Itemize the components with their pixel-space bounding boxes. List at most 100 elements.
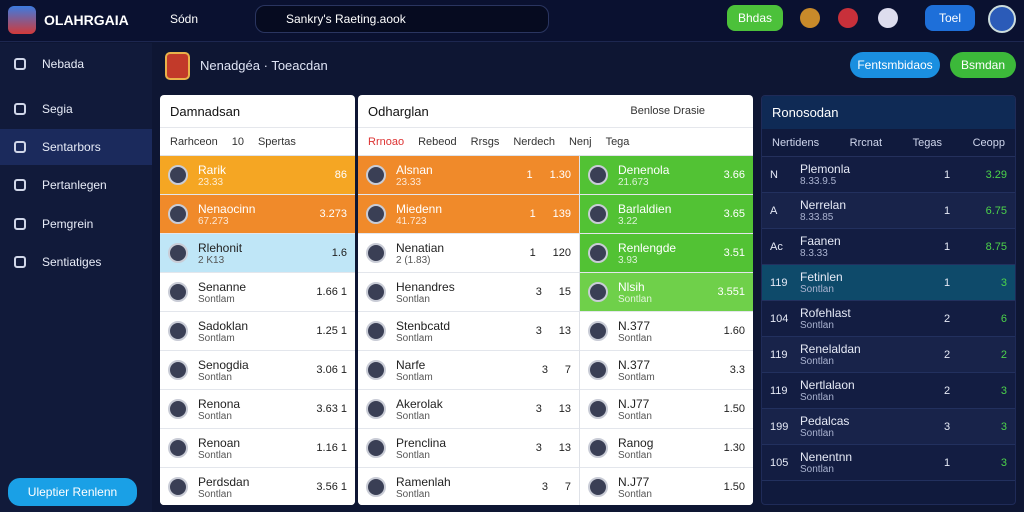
rank: 119 [770, 384, 788, 397]
score: 1.60 [723, 325, 745, 337]
team-sub: 2 K13 [198, 254, 225, 266]
list-row[interactable]: Nenaocinn 67.273 3.273 [160, 195, 355, 234]
sidebar-item[interactable]: Pertanlegen [0, 167, 152, 203]
icon [14, 141, 26, 153]
team-sub: Sontlan [396, 449, 430, 461]
list-row[interactable]: 119 Nertlalaon Sontlan 2 3 [762, 373, 1015, 409]
sidebar-header: Nebada [0, 46, 152, 82]
list-row[interactable]: Akerolak Sontlan 3 13 [358, 390, 579, 429]
list-row[interactable]: 119 Renelaldan Sontlan 2 2 [762, 337, 1015, 373]
list-row[interactable]: 199 Pedalcas Sontlan 3 3 [762, 409, 1015, 445]
name-block: N.377 Sontlan [618, 319, 724, 344]
list-row[interactable]: Ranog Sontlan 1.30 [580, 429, 753, 468]
list-row[interactable]: Prenclina Sontlan 3 13 [358, 429, 579, 468]
list-row[interactable]: Ac Faanen 8.3.33 1 8.75 [762, 229, 1015, 265]
list-row[interactable]: N.J77 Sontlan 1.50 [580, 468, 753, 505]
avatar[interactable] [988, 5, 1016, 33]
list-row[interactable]: Renona Sontlan 3.63 1 [160, 390, 355, 429]
team-name: Fetinlen [800, 270, 843, 284]
score: 86 [334, 169, 347, 181]
list-row[interactable]: Renoan Sontlan 1.16 1 [160, 429, 355, 468]
left-column: Alsnan 23.33 1 1.30 Miedenn 41.723 1 139 Nenatia… [358, 156, 580, 505]
list-row[interactable]: Nlsih Sontlan 3.551 [580, 273, 753, 312]
team-name: Renelaldan [800, 342, 861, 356]
team-sub: Sontlan [198, 410, 232, 422]
icon[interactable] [878, 8, 898, 28]
score: 139 [552, 208, 571, 220]
tab[interactable]: 10 [231, 135, 244, 148]
list-row[interactable]: Rarik 23.33 86 [160, 156, 355, 195]
btn-secondary[interactable]: Bsmdan [950, 52, 1016, 78]
list-row[interactable]: Renlengde 3.93 3.51 [580, 234, 753, 273]
list-row[interactable]: Senogdia Sontlan 3.06 1 [160, 351, 355, 390]
list-row[interactable]: Ramenlah Sontlan 3 7 [358, 468, 579, 505]
score: 3.63 1 [316, 403, 347, 415]
list-row[interactable]: N Plemonla 8.33.9.5 1 3.29 [762, 157, 1015, 193]
icon[interactable] [838, 8, 858, 28]
btn-green[interactable]: Bhdas [727, 5, 783, 31]
btn-blue[interactable]: Toel [925, 5, 975, 31]
team-name: N.J77 [618, 396, 650, 411]
team-sub: Sontlan [618, 488, 652, 500]
team-icon [366, 477, 386, 497]
page-title: Nenadgéa · Toeacdan [200, 58, 328, 73]
name-block: Senanne Sontlam [198, 280, 316, 305]
score: 3.51 [723, 247, 745, 259]
tab[interactable]: Spertas [257, 135, 296, 148]
name-block: Miedenn 41.723 [396, 202, 513, 227]
list-row[interactable]: Senanne Sontlam 1.66 1 [160, 273, 355, 312]
name-block: Prenclina Sontlan [396, 436, 519, 461]
brand: OLAHRGAIA [44, 12, 129, 28]
sidebar-item[interactable]: Sentiatiges [0, 244, 152, 280]
list-row[interactable]: A Nerrelan 8.33.85 1 6.75 [762, 193, 1015, 229]
list-row[interactable]: 104 Rofehlast Sontlan 2 6 [762, 301, 1015, 337]
score: 3.3 [729, 364, 745, 376]
count: 1 [529, 247, 536, 259]
team-sub: Sontlam [396, 332, 433, 344]
team-sub: Sontlan [198, 488, 232, 500]
list-row[interactable]: Narfe Sontlam 3 7 [358, 351, 579, 390]
list-row[interactable]: Denenola 21.673 3.66 [580, 156, 753, 195]
sidebar-item[interactable]: Pemgrein [0, 206, 152, 242]
tab[interactable]: Rrsgs [470, 135, 500, 148]
list-row[interactable]: 119 Fetinlen Sontlan 1 3 [762, 265, 1015, 301]
tab[interactable]: Nerdech [513, 135, 555, 148]
team-name: Nertlalaon [800, 378, 855, 392]
tab[interactable]: Rrnoao [368, 135, 405, 148]
rank: 104 [770, 312, 789, 325]
team-sub: Sontlan [396, 488, 430, 500]
list-row[interactable]: N.J77 Sontlan 1.50 [580, 390, 753, 429]
list-row[interactable]: Alsnan 23.33 1 1.30 [358, 156, 579, 195]
sidebar-item[interactable]: Sentarbors [0, 129, 152, 165]
tab[interactable]: Rarhceon [170, 135, 218, 148]
list-row[interactable]: Stenbcatd Sontlam 3 13 [358, 312, 579, 351]
cta-button[interactable]: Uleptier Renlenn [8, 478, 137, 506]
score: 3.29 [985, 168, 1007, 181]
team-sub: Sontlam [396, 371, 433, 383]
list-row[interactable]: Barlaldien 3.22 3.65 [580, 195, 753, 234]
list-row[interactable]: Rlehonit 2 K13 1.6 [160, 234, 355, 273]
list-row[interactable]: Sadoklan Sontlam 1.25 1 [160, 312, 355, 351]
list-row[interactable]: N.377 Sontlam 3.3 [580, 351, 753, 390]
btn-primary[interactable]: Fentsmbidaos [850, 52, 940, 78]
list-row[interactable]: Miedenn 41.723 1 139 [358, 195, 579, 234]
score: 13 [558, 442, 571, 454]
icon [14, 256, 26, 268]
team-sub: 8.33.9.5 [800, 176, 837, 187]
search-box[interactable]: Sankry's Raeting.aook [255, 5, 549, 33]
list-row[interactable]: Perdsdan Sontlan 3.56 1 [160, 468, 355, 505]
tab[interactable]: Nenj [568, 135, 592, 148]
list-row[interactable]: 105 Nenentnn Sontlan 1 3 [762, 445, 1015, 481]
list-row[interactable]: N.377 Sontlan 1.60 [580, 312, 753, 351]
team-name: Miedenn [396, 201, 443, 216]
list-row[interactable]: Nenatian 2 (1.83) 1 120 [358, 234, 579, 273]
sidebar-item[interactable]: Segia [0, 91, 152, 127]
team-icon [588, 477, 608, 497]
tab[interactable]: Rebeod [418, 135, 457, 148]
team-sub: Sontlan [198, 371, 232, 383]
icon[interactable] [800, 8, 820, 28]
score: 3 [1000, 420, 1007, 433]
nav-link[interactable]: Sódn [170, 12, 199, 26]
tab[interactable]: Tega [605, 135, 630, 148]
list-row[interactable]: Henandres Sontlan 3 15 [358, 273, 579, 312]
